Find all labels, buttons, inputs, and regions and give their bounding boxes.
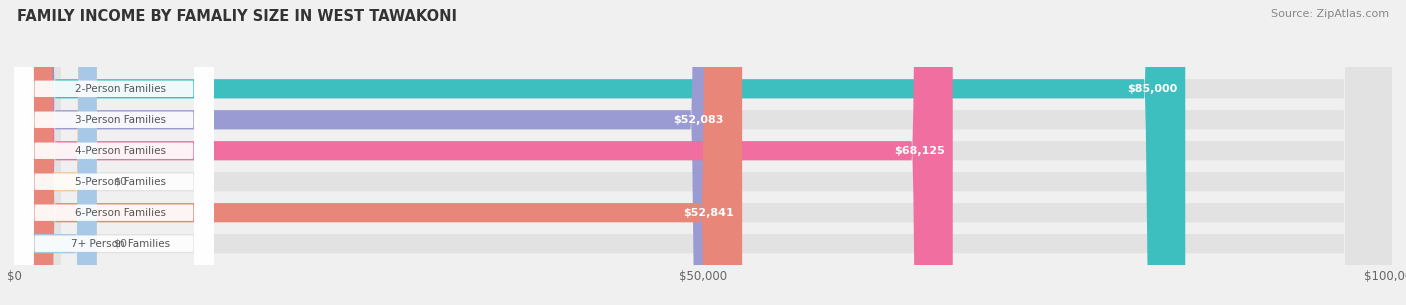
Text: $68,125: $68,125: [894, 146, 945, 156]
FancyBboxPatch shape: [14, 0, 1392, 305]
FancyBboxPatch shape: [14, 0, 1392, 305]
Text: 6-Person Families: 6-Person Families: [76, 208, 166, 218]
FancyBboxPatch shape: [14, 0, 97, 305]
Text: Source: ZipAtlas.com: Source: ZipAtlas.com: [1271, 9, 1389, 19]
FancyBboxPatch shape: [14, 0, 1392, 305]
FancyBboxPatch shape: [14, 0, 97, 305]
Text: $52,841: $52,841: [683, 208, 734, 218]
Text: 7+ Person Families: 7+ Person Families: [72, 239, 170, 249]
FancyBboxPatch shape: [14, 0, 953, 305]
FancyBboxPatch shape: [14, 0, 214, 305]
Text: FAMILY INCOME BY FAMALIY SIZE IN WEST TAWAKONI: FAMILY INCOME BY FAMALIY SIZE IN WEST TA…: [17, 9, 457, 24]
Text: 2-Person Families: 2-Person Families: [76, 84, 166, 94]
Text: $0: $0: [114, 239, 128, 249]
FancyBboxPatch shape: [14, 0, 1392, 305]
FancyBboxPatch shape: [14, 0, 742, 305]
FancyBboxPatch shape: [14, 0, 214, 305]
FancyBboxPatch shape: [14, 0, 214, 305]
FancyBboxPatch shape: [14, 0, 731, 305]
Text: 4-Person Families: 4-Person Families: [76, 146, 166, 156]
Text: 3-Person Families: 3-Person Families: [76, 115, 166, 125]
Text: $85,000: $85,000: [1126, 84, 1177, 94]
Text: $52,083: $52,083: [673, 115, 724, 125]
FancyBboxPatch shape: [14, 0, 1185, 305]
FancyBboxPatch shape: [14, 0, 214, 305]
FancyBboxPatch shape: [14, 0, 214, 305]
Text: $0: $0: [114, 177, 128, 187]
FancyBboxPatch shape: [14, 0, 1392, 305]
FancyBboxPatch shape: [14, 0, 214, 305]
Text: 5-Person Families: 5-Person Families: [76, 177, 166, 187]
FancyBboxPatch shape: [14, 0, 1392, 305]
